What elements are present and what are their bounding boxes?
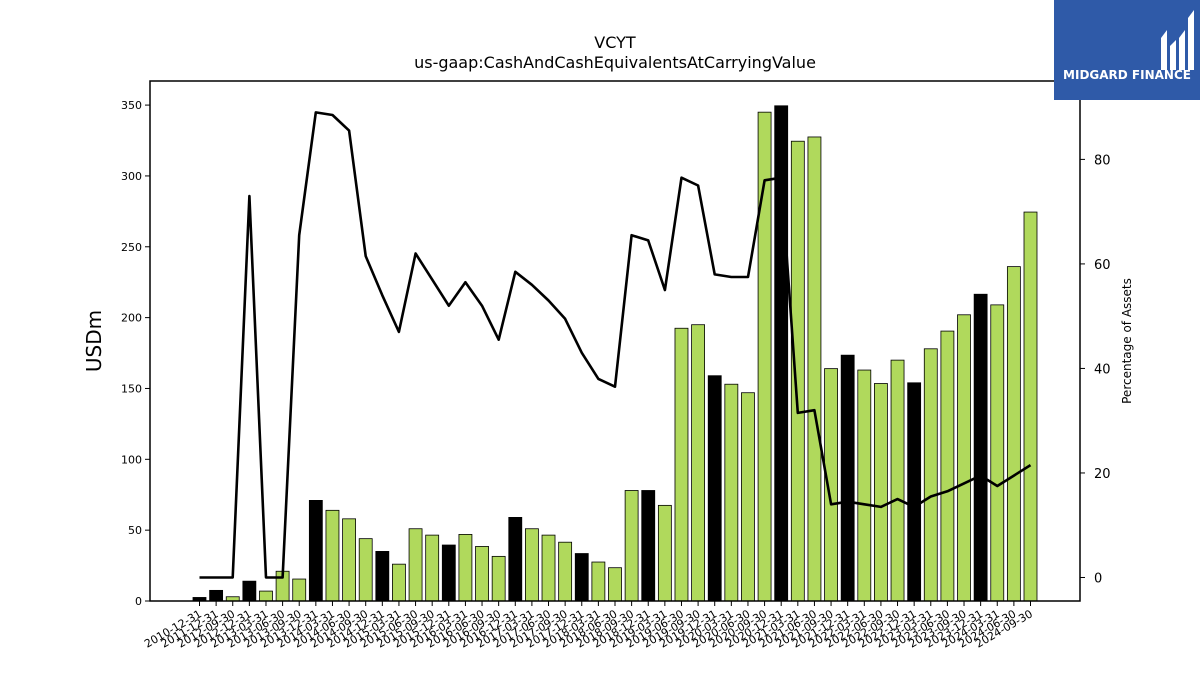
bar [1006, 266, 1021, 602]
brand-logo: MIDGARD FINANCE [1054, 0, 1200, 100]
bar [657, 504, 672, 602]
y-tick-label: 100 [121, 453, 142, 466]
bar [292, 578, 307, 602]
bar [990, 304, 1005, 602]
y-tick-label: 50 [128, 524, 142, 537]
bar [259, 590, 273, 602]
y-axis-label: USDm [82, 310, 106, 372]
bar [308, 500, 323, 602]
chart-title: VCYT [594, 33, 636, 52]
bar [957, 314, 971, 602]
bar [458, 534, 473, 602]
bar [707, 375, 722, 602]
bar-series [192, 105, 1038, 602]
bar [508, 517, 523, 602]
bar [691, 324, 705, 602]
bar [857, 369, 872, 602]
bar [940, 330, 955, 602]
y-tick-label: 250 [121, 241, 142, 254]
bar [242, 580, 257, 602]
midgard-mark-icon [1161, 10, 1194, 70]
bar [375, 551, 390, 602]
y2-tick-label: 40 [1094, 362, 1111, 377]
bar [491, 555, 506, 602]
bar [1023, 211, 1038, 602]
y-tick-label: 150 [121, 382, 142, 395]
bar [890, 359, 905, 602]
y2-tick-label: 20 [1094, 467, 1111, 482]
bar [923, 348, 938, 602]
bar [558, 541, 573, 602]
y-tick-label: 200 [121, 312, 142, 325]
y-tick-label: 0 [135, 595, 142, 608]
y2-axis-ticks: 0 20 40 60 80 [1080, 153, 1111, 586]
bar [425, 534, 440, 602]
y2-tick-label: 0 [1094, 571, 1102, 586]
bar [674, 327, 689, 602]
bar [790, 140, 805, 602]
y2-tick-label: 60 [1094, 258, 1111, 273]
bar [541, 534, 556, 602]
bar [574, 553, 589, 602]
bar [807, 136, 822, 602]
bar [342, 518, 356, 602]
bar [591, 561, 606, 602]
y2-tick-label: 80 [1094, 153, 1111, 168]
y-axis-ticks: 0 50 100 150 200 250 300 350 [121, 99, 150, 608]
bar [408, 528, 423, 602]
y2-axis-label: Percentage of Assets [1120, 278, 1134, 404]
line-series [199, 111, 1032, 579]
bar [358, 538, 373, 602]
y-tick-label: 350 [121, 99, 142, 112]
plot-frame [149, 80, 1081, 602]
bar [724, 383, 739, 602]
x-axis-ticks: 2010-12-312011-12-312012-09-302012-12-31… [142, 601, 1035, 651]
bar [441, 544, 456, 602]
bar [840, 354, 855, 602]
brand-name: MIDGARD FINANCE [1063, 68, 1191, 82]
percentage-line [199, 111, 1032, 579]
bar [608, 567, 622, 602]
bar [209, 589, 224, 602]
bar [741, 392, 755, 602]
bar [624, 490, 639, 602]
chart-subtitle: us-gaap:CashAndCashEquivalentsAtCarrying… [414, 53, 816, 72]
bar [325, 509, 340, 602]
bar [874, 383, 888, 602]
y-tick-label: 300 [121, 170, 142, 183]
bar [907, 382, 922, 602]
bar [475, 546, 489, 602]
bar [973, 293, 988, 602]
bar [392, 563, 406, 602]
bar [641, 490, 656, 602]
bar [525, 528, 539, 602]
